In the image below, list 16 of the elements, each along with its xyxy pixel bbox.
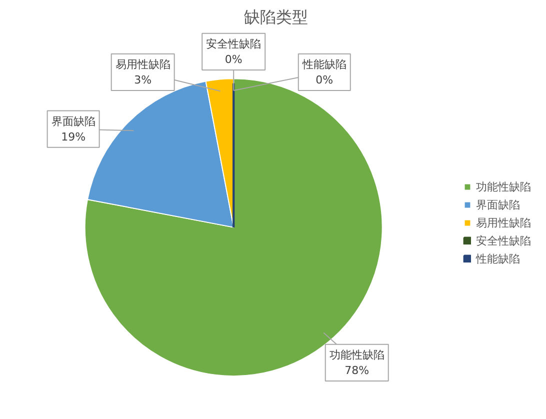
legend-label: 易用性缺陷: [476, 215, 531, 230]
category-label: 安全性缺陷: [206, 37, 262, 50]
text: 0%: [224, 52, 242, 66]
legend-label: 安全性缺陷: [476, 233, 531, 248]
data-label: 19%: [61, 130, 86, 144]
slice-label: 功能性缺陷: [329, 348, 384, 362]
legend-label: 功能性缺陷: [476, 179, 531, 194]
slice-label: 界面缺陷: [51, 114, 96, 128]
chart-title: 缺陷类型: [244, 8, 308, 26]
slice-label: 易用性缺陷: [115, 58, 170, 71]
category-label: 性能缺陷: [302, 58, 346, 71]
legend-label: 界面缺陷: [476, 197, 520, 212]
legend-label: 性能缺陷: [476, 251, 520, 266]
data-label: 78%: [344, 364, 370, 377]
data-label: 3%: [134, 74, 152, 87]
text: 0%: [316, 74, 334, 87]
